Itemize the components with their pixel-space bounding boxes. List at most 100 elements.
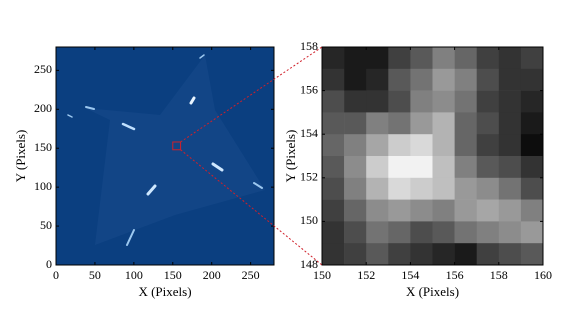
heatmap-cell: [520, 243, 544, 266]
heatmap-cell: [432, 177, 455, 200]
image-background: [56, 47, 274, 265]
y-tick-label: 150: [34, 140, 52, 154]
heatmap-cell: [432, 199, 455, 222]
x-tick-label: 0: [53, 268, 59, 282]
y-tick-label: 150: [300, 213, 318, 227]
heatmap-cell: [322, 47, 345, 70]
x-tick-label: 100: [125, 268, 143, 282]
heatmap-cell: [520, 199, 544, 222]
heatmap-cell: [388, 243, 411, 266]
x-tick-label: 156: [446, 268, 464, 282]
heatmap-cell: [366, 156, 389, 179]
zoom-box: [172, 141, 182, 151]
heatmap-cell: [410, 243, 433, 266]
star-streak: [146, 184, 157, 196]
heatmap-cell: [410, 134, 433, 157]
heatmap-cell: [498, 243, 522, 266]
x-tick-label: 150: [164, 268, 182, 282]
heatmap-cell: [476, 90, 500, 113]
heatmap-cell: [454, 112, 477, 135]
heatmap-cell: [322, 112, 345, 135]
heatmap-cell: [388, 47, 411, 70]
heatmap-cell: [366, 90, 389, 113]
heatmap-cell: [366, 47, 389, 70]
heatmap-cell: [476, 177, 500, 200]
heatmap-cell: [520, 112, 544, 135]
heatmap-cell: [498, 221, 522, 244]
y-tick-label: 152: [300, 170, 318, 184]
x-tick-label: 160: [534, 268, 552, 282]
heatmap-cell: [454, 47, 477, 70]
heatmap-cell: [410, 112, 433, 135]
heatmap-cell: [366, 199, 389, 222]
heatmap-cell: [344, 156, 367, 179]
heatmap-cell: [322, 68, 345, 91]
heatmap-cell: [432, 243, 455, 266]
heatmap-cell: [366, 177, 389, 200]
heatmap-cell: [520, 221, 544, 244]
heatmap-cell: [454, 134, 477, 157]
y-tick-label: 156: [300, 82, 318, 96]
heatmap-cell: [498, 156, 522, 179]
heatmap-cell: [322, 177, 345, 200]
y-tick-label: 0: [46, 257, 52, 271]
star-streak: [253, 182, 263, 189]
heatmap-cell: [388, 90, 411, 113]
y-axis-label: Y (Pixels): [283, 130, 298, 183]
x-tick-label: 200: [203, 268, 221, 282]
star-streak: [67, 114, 73, 118]
heatmap-cell: [476, 221, 500, 244]
heatmap-cell: [366, 243, 389, 266]
heatmap-cell: [476, 134, 500, 157]
heatmap-cell: [410, 177, 433, 200]
star-streak: [126, 229, 135, 246]
heatmap-cell: [498, 177, 522, 200]
heatmap-cell: [344, 177, 367, 200]
heatmap-cell: [366, 112, 389, 135]
plot-frame: [321, 46, 544, 266]
heatmap-cell: [322, 90, 345, 113]
heatmap-cell: [344, 134, 367, 157]
heatmap-cell: [410, 156, 433, 179]
star-streak: [199, 54, 205, 59]
y-tick-label: 154: [300, 126, 318, 140]
heatmap-cell: [432, 134, 455, 157]
star-streak: [85, 106, 95, 110]
heatmap-cell: [344, 47, 367, 70]
heatmap-cell: [322, 156, 345, 179]
heatmap-cell: [388, 156, 411, 179]
star-streak: [121, 122, 136, 131]
heatmap-cell: [410, 68, 433, 91]
heatmap-cell: [410, 199, 433, 222]
heatmap-cell: [388, 177, 411, 200]
star-streak: [189, 96, 196, 105]
heatmap-cell: [410, 90, 433, 113]
heatmap-cell: [454, 90, 477, 113]
heatmap-cell: [476, 156, 500, 179]
heatmap-cell: [388, 199, 411, 222]
heatmap-cell: [344, 112, 367, 135]
heatmap-cell: [344, 90, 367, 113]
plot-frame: [55, 46, 275, 266]
heatmap-cell: [454, 156, 477, 179]
heatmap-cell: [476, 112, 500, 135]
heatmap-cell: [432, 112, 455, 135]
heatmap-cell: [520, 177, 544, 200]
heatmap-cell: [454, 243, 477, 266]
heatmap-cell: [322, 221, 345, 244]
heatmap-cell: [322, 134, 345, 157]
heatmap-cell: [432, 156, 455, 179]
x-tick-label: 250: [242, 268, 260, 282]
star-streak: [211, 162, 224, 172]
zoom-connector: [180, 149, 323, 266]
heatmap-cell: [454, 221, 477, 244]
y-tick-label: 250: [34, 62, 52, 76]
heatmap-cell: [520, 68, 544, 91]
heatmap-cell: [344, 221, 367, 244]
heatmap-cell: [476, 68, 500, 91]
heatmap-cell: [454, 68, 477, 91]
heatmap-cell: [454, 177, 477, 200]
y-tick-label: 200: [34, 101, 52, 115]
heatmap-cell: [388, 112, 411, 135]
heatmap-cell: [476, 243, 500, 266]
